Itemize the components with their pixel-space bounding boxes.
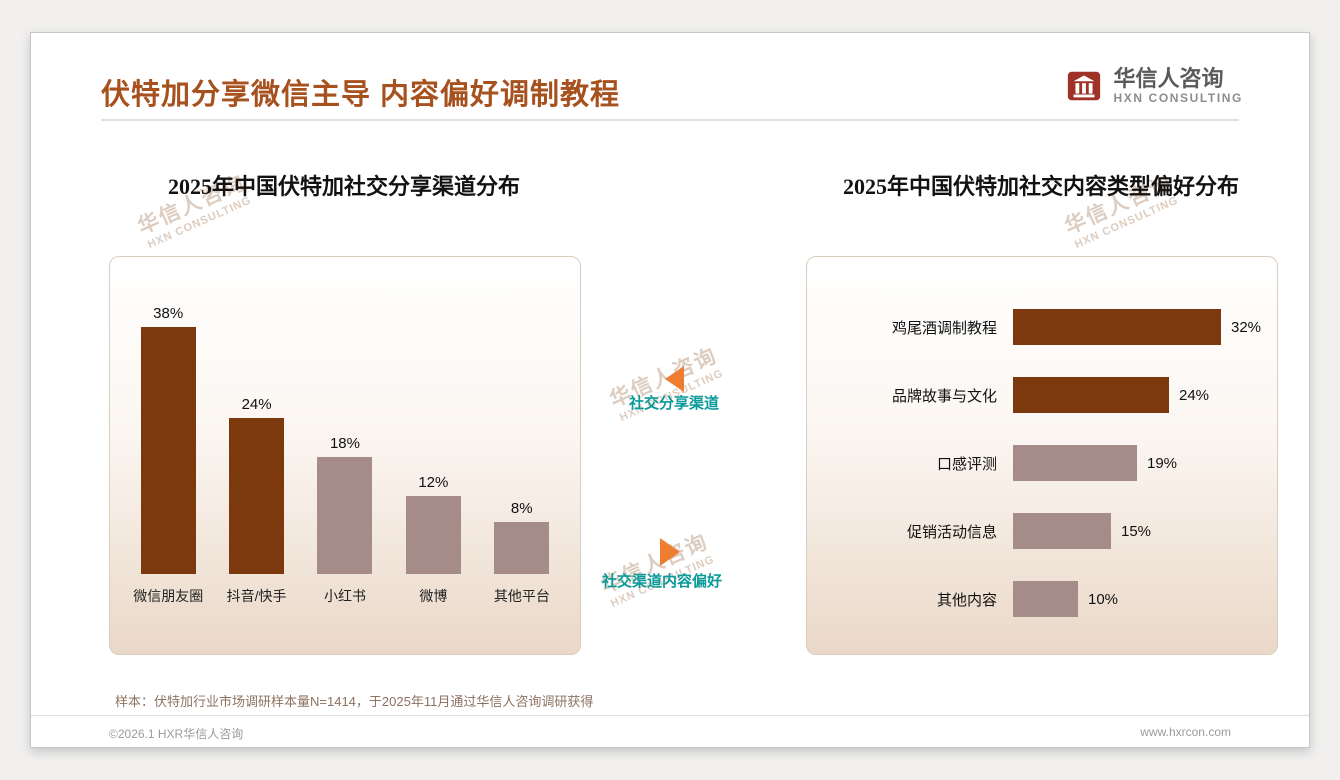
category-label: 鸡尾酒调制教程 <box>891 319 997 337</box>
bar-row: 鸡尾酒调制教程 32% <box>825 307 1261 347</box>
bar-value-label: 15% <box>1121 522 1152 540</box>
company-logo-icon <box>1068 71 1101 101</box>
category-label: 其他内容 <box>936 591 997 609</box>
category-label: 其他平台 <box>493 588 550 604</box>
category-label: 品牌故事与文化 <box>891 387 997 405</box>
vertical-bar-plot: 38% 24% 18% 12% 8% <box>124 305 566 574</box>
watermark: 华信人咨询 HXN CONSULTING <box>595 525 717 610</box>
bar-row: 促销活动信息 15% <box>825 511 1151 551</box>
bar-group: 12% <box>405 474 461 574</box>
page-title: 伏特加分享微信主导 内容偏好调制教程 <box>101 79 621 111</box>
bar-value-label: 12% <box>418 474 449 491</box>
bar-value-label: 24% <box>241 396 272 413</box>
left-chart-title: 2025年中国伏特加社交分享渠道分布 <box>167 174 520 199</box>
bar <box>405 496 461 574</box>
sample-note: 样本：伏特加行业市场调研样本量N=1414，于2025年11月通过华信人咨询调研… <box>115 694 594 709</box>
bar <box>1013 445 1137 481</box>
bar <box>140 327 196 574</box>
website-text: www.hxrcon.com <box>1140 725 1231 739</box>
category-label: 促销活动信息 <box>906 523 997 541</box>
right-annotation-label: 社交渠道内容偏好 <box>601 573 722 590</box>
bar-row: 口感评测 19% <box>825 443 1177 483</box>
bar-value-label: 32% <box>1231 318 1262 336</box>
bar-group: 38% <box>140 305 196 574</box>
bar <box>1013 377 1169 413</box>
category-label: 抖音/快手 <box>226 588 287 604</box>
bar-value-label: 18% <box>329 435 360 452</box>
bar <box>1013 581 1078 617</box>
bar-value-label: 38% <box>153 305 184 322</box>
category-label: 微博 <box>419 588 448 604</box>
bar-group: 8% <box>494 500 550 574</box>
vertical-bar-categories: 微信朋友圈 抖音/快手 小红书 微博 其他平台 <box>124 586 566 606</box>
right-chart-panel: 鸡尾酒调制教程 32% 品牌故事与文化 24% 口感评测 19% 促销活动信息 15% 其他内容… <box>806 256 1278 655</box>
arrow-left-icon <box>665 366 684 392</box>
bar-value-label: 19% <box>1147 454 1178 472</box>
footer-divider <box>31 715 1309 716</box>
left-chart-panel: 38% 24% 18% 12% 8% 微信朋友圈 抖音/快手 小红书 微博 其他平台 <box>109 256 581 655</box>
company-name-cn: 华信人咨询 <box>1113 66 1224 91</box>
bar <box>1013 513 1111 549</box>
bar-value-label: 8% <box>510 500 533 517</box>
copyright-text: ©2026.1 HXR华信人咨询 <box>109 727 244 741</box>
company-name-en: HXN CONSULTING <box>1113 91 1243 105</box>
category-label: 微信朋友圈 <box>133 588 204 604</box>
bar <box>494 522 550 574</box>
watermark-line2: HXN CONSULTING <box>145 194 254 251</box>
bar <box>317 457 373 574</box>
arrow-right-icon <box>660 538 680 566</box>
category-label: 小红书 <box>324 588 367 604</box>
bar <box>229 418 285 574</box>
watermark-line2: HXN CONSULTING <box>1072 194 1181 251</box>
bar <box>1013 309 1221 345</box>
bar-group: 18% <box>317 435 373 574</box>
company-logo-text: 华信人咨询 HXN CONSULTING <box>1113 66 1243 106</box>
header-divider <box>101 119 1239 121</box>
bar-value-label: 24% <box>1179 386 1210 404</box>
slide-card: 伏特加分享微信主导 内容偏好调制教程 华信人咨询 HXN CONSULTING … <box>30 32 1310 748</box>
category-label: 口感评测 <box>936 455 997 473</box>
bar-group: 24% <box>229 396 285 574</box>
bar-value-label: 10% <box>1088 590 1119 608</box>
right-chart-title: 2025年中国伏特加社交内容类型偏好分布 <box>842 174 1239 199</box>
company-logo: 华信人咨询 HXN CONSULTING <box>1065 67 1243 105</box>
left-annotation-label: 社交分享渠道 <box>628 395 719 412</box>
bar-row: 其他内容 10% <box>825 579 1118 619</box>
bar-row: 品牌故事与文化 24% <box>825 375 1209 415</box>
